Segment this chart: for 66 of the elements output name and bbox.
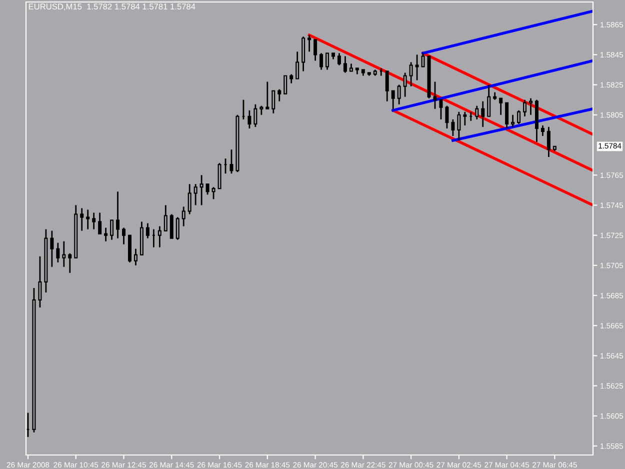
candlestick [38, 256, 42, 308]
candlestick [110, 220, 114, 240]
candlestick [134, 248, 138, 266]
candlestick [385, 70, 389, 102]
candlestick [391, 90, 395, 110]
candlestick [290, 74, 294, 84]
candlestick [254, 104, 258, 128]
candlestick [320, 52, 324, 70]
candlestick [146, 222, 150, 239]
candlestick [481, 100, 485, 128]
candlestick [182, 206, 186, 227]
candlestick [194, 183, 198, 206]
candlestick [529, 98, 533, 116]
candlestick [122, 227, 126, 245]
candlestick [409, 62, 413, 87]
candlestick [421, 52, 425, 68]
candlestick [475, 105, 479, 120]
candlestick [314, 38, 318, 62]
candlestick [278, 88, 282, 102]
candlestick [116, 190, 120, 239]
candlestick [62, 240, 66, 268]
candlestick [337, 52, 341, 66]
candlestick [164, 204, 168, 232]
candlestick [56, 242, 60, 264]
candlestick [170, 214, 174, 239]
candlestick [540, 124, 544, 137]
candlestick [505, 102, 509, 130]
candlestick [451, 118, 455, 137]
candlestick [415, 54, 419, 81]
candlestick [200, 174, 204, 206]
candlestick [260, 105, 264, 116]
candlestick [92, 212, 96, 230]
candlestick [463, 111, 467, 126]
candlestick [68, 252, 72, 274]
candlestick [523, 99, 527, 118]
candlestick [80, 207, 84, 232]
candlestick [546, 126, 550, 158]
candlestick [439, 99, 443, 120]
candlestick [104, 227, 108, 242]
candlestick [206, 183, 210, 196]
candlestick [296, 50, 300, 80]
candlestick [487, 84, 491, 118]
candlestick [308, 34, 312, 52]
candlestick [326, 52, 330, 70]
candlestick [212, 186, 216, 200]
candlestick [511, 114, 515, 128]
candlestick [272, 90, 276, 114]
candlestick [98, 212, 102, 234]
candlestick [50, 230, 54, 268]
candlestick [158, 226, 162, 248]
candlestick [403, 72, 407, 98]
candlestick [248, 110, 252, 130]
candlestick [433, 81, 437, 110]
candlestick [343, 55, 347, 74]
candlestick [176, 216, 180, 240]
candlestick [397, 84, 401, 106]
chart-title: EURUSD,M15 1.5782 1.5784 1.5781 1.5784 [28, 4, 196, 10]
candlestick [284, 75, 288, 94]
candlestick [517, 110, 521, 125]
candlestick [266, 81, 270, 110]
candlestick [230, 148, 234, 174]
candlestick [499, 98, 503, 116]
candlestick [188, 183, 192, 215]
candlestick [445, 105, 449, 130]
candlestick [457, 111, 461, 142]
candlestick [86, 208, 90, 230]
